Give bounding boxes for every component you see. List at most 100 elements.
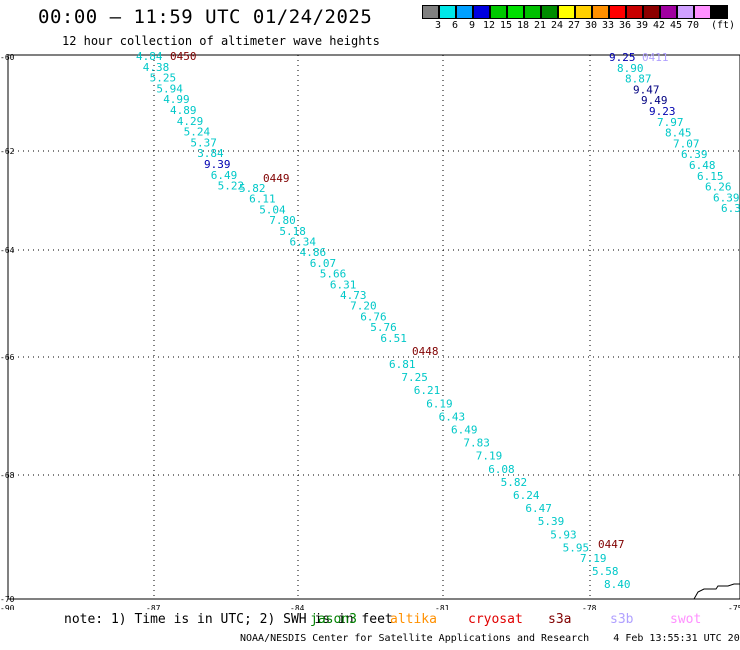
latitude-label: -66 bbox=[0, 353, 15, 362]
satellite-jason3: jason3 bbox=[310, 612, 357, 627]
satellite-swot: swot bbox=[670, 612, 702, 627]
legend-swatch bbox=[524, 5, 541, 19]
wave-height-value: 6.21 bbox=[414, 384, 441, 397]
wave-height-value: 7.07 bbox=[673, 137, 700, 150]
wave-height-value: 7.97 bbox=[657, 116, 684, 129]
legend-label: 6 bbox=[451, 20, 459, 31]
wave-height-value: 7.20 bbox=[350, 300, 377, 313]
wave-height-value: 6.15 bbox=[697, 170, 724, 183]
wave-height-value: 6.24 bbox=[513, 489, 540, 502]
wave-height-value: 5.25 bbox=[150, 72, 177, 85]
wave-height-value: 6.11 bbox=[249, 193, 276, 206]
wave-height-value: 4.84 bbox=[136, 50, 163, 63]
wave-height-value: 4.29 bbox=[177, 115, 204, 128]
legend-label: 12 bbox=[482, 20, 496, 31]
legend-swatch bbox=[575, 5, 592, 19]
wave-height-value: 4.89 bbox=[170, 104, 197, 117]
wave-height-value: 6.34 bbox=[290, 236, 317, 249]
longitude-label: -81 bbox=[435, 604, 450, 610]
wave-height-value: 7.19 bbox=[476, 450, 503, 463]
generated-timestamp: 4 Feb 13:55:31 UTC 2025 bbox=[613, 633, 740, 644]
wave-height-value: 8.40 bbox=[604, 578, 631, 591]
legend-label: 42 bbox=[652, 20, 666, 31]
wave-height-value: 6.3 bbox=[721, 202, 740, 215]
wave-height-value: 6.31 bbox=[330, 278, 357, 291]
wave-height-value: 5.76 bbox=[370, 321, 397, 334]
legend-swatch bbox=[490, 5, 507, 19]
wave-height-value: 6.76 bbox=[360, 310, 387, 323]
wave-height-value: 5.82 bbox=[501, 476, 527, 489]
legend-swatch bbox=[677, 5, 694, 19]
wave-height-value: 3.84 bbox=[197, 147, 224, 160]
wave-height-value: 6.07 bbox=[310, 257, 337, 270]
map-subtitle: 12 hour collection of altimeter wave hei… bbox=[62, 34, 380, 48]
wave-height-value: 4.38 bbox=[143, 61, 170, 74]
legend-swatch bbox=[609, 5, 626, 19]
wave-height-value: 6.49 bbox=[451, 424, 478, 437]
legend-label: 3 bbox=[434, 20, 442, 31]
latitude-label: -70 bbox=[0, 595, 15, 604]
wave-height-value: 9.25 bbox=[609, 51, 636, 64]
legend-label: 24 bbox=[550, 20, 564, 31]
legend-label: 15 bbox=[499, 20, 513, 31]
latitude-label: -62 bbox=[0, 147, 15, 156]
legend-swatch bbox=[541, 5, 558, 19]
wave-height-value: 6.19 bbox=[426, 397, 453, 410]
legend-swatch bbox=[422, 5, 439, 19]
legend-swatch bbox=[694, 5, 711, 19]
footer-note: note: 1) Time is in UTC; 2) SWH is in fe… bbox=[64, 612, 393, 627]
wave-height-value: 4.99 bbox=[163, 93, 190, 106]
legend-unit: (ft) bbox=[711, 20, 736, 31]
wave-height-value: 9.23 bbox=[649, 105, 676, 118]
legend-label: 18 bbox=[516, 20, 530, 31]
credit-line: NOAA/NESDIS Center for Satellite Applica… bbox=[240, 633, 740, 644]
legend-swatch bbox=[592, 5, 609, 19]
satellite-s3b: s3b bbox=[610, 612, 634, 627]
latitude-label: -68 bbox=[0, 471, 15, 480]
credit-text: NOAA/NESDIS Center for Satellite Applica… bbox=[240, 633, 590, 644]
wave-height-value: 5.39 bbox=[538, 515, 565, 528]
satellite-altika: altika bbox=[390, 612, 437, 627]
satellite-s3a: s3a bbox=[548, 612, 572, 627]
wave-height-value: 6.43 bbox=[439, 410, 466, 423]
wave-height-value: 6.39 bbox=[713, 191, 740, 204]
track-label: 0447 bbox=[598, 538, 625, 551]
wave-height-value: 5.58 bbox=[592, 565, 619, 578]
wave-height-value: 9.49 bbox=[641, 94, 668, 107]
legend-swatch bbox=[439, 5, 456, 19]
legend-swatch bbox=[643, 5, 660, 19]
wave-height-value: 8.45 bbox=[665, 127, 692, 140]
legend-swatch bbox=[507, 5, 524, 19]
wave-height-value: 6.51 bbox=[380, 332, 407, 345]
wave-height-value: 5.82 bbox=[239, 182, 266, 195]
wave-height-value: 6.81 bbox=[389, 358, 416, 371]
legend-label: 21 bbox=[533, 20, 547, 31]
legend-swatch bbox=[558, 5, 575, 19]
wave-height-value: 6.49 bbox=[211, 169, 238, 182]
track-label: 0448 bbox=[412, 345, 439, 358]
legend-swatch bbox=[456, 5, 473, 19]
wave-height-value: 7.25 bbox=[401, 371, 428, 384]
wave-height-value: 8.87 bbox=[625, 73, 652, 86]
longitude-label: -75 bbox=[728, 604, 740, 610]
legend-swatch bbox=[711, 5, 728, 19]
wave-height-value: 8.90 bbox=[617, 62, 644, 75]
wave-height-value: 5.24 bbox=[184, 126, 211, 139]
wave-height-value: 4.73 bbox=[340, 289, 367, 302]
wave-height-value: 5.04 bbox=[259, 203, 286, 216]
satellite-cryosat: cryosat bbox=[468, 612, 523, 627]
longitude-label: -84 bbox=[290, 604, 305, 610]
track-label: 0449 bbox=[263, 172, 290, 185]
longitude-label: -78 bbox=[582, 604, 597, 610]
track-label: 0411 bbox=[642, 51, 669, 64]
wave-height-value: 7.80 bbox=[269, 214, 296, 227]
wave-height-value: 5.37 bbox=[190, 136, 217, 149]
coastline bbox=[693, 583, 740, 600]
wave-height-value: 5.18 bbox=[279, 225, 306, 238]
wave-height-value: 6.39 bbox=[681, 148, 708, 161]
wave-height-value: 5.66 bbox=[320, 268, 347, 281]
wave-height-value: 6.26 bbox=[705, 181, 732, 194]
latitude-label: -60 bbox=[0, 53, 15, 62]
longitude-label: -90 bbox=[0, 604, 15, 610]
legend-label: 30 bbox=[584, 20, 598, 31]
